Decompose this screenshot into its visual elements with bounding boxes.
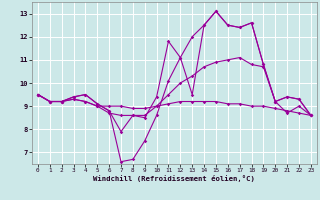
X-axis label: Windchill (Refroidissement éolien,°C): Windchill (Refroidissement éolien,°C)	[93, 175, 255, 182]
